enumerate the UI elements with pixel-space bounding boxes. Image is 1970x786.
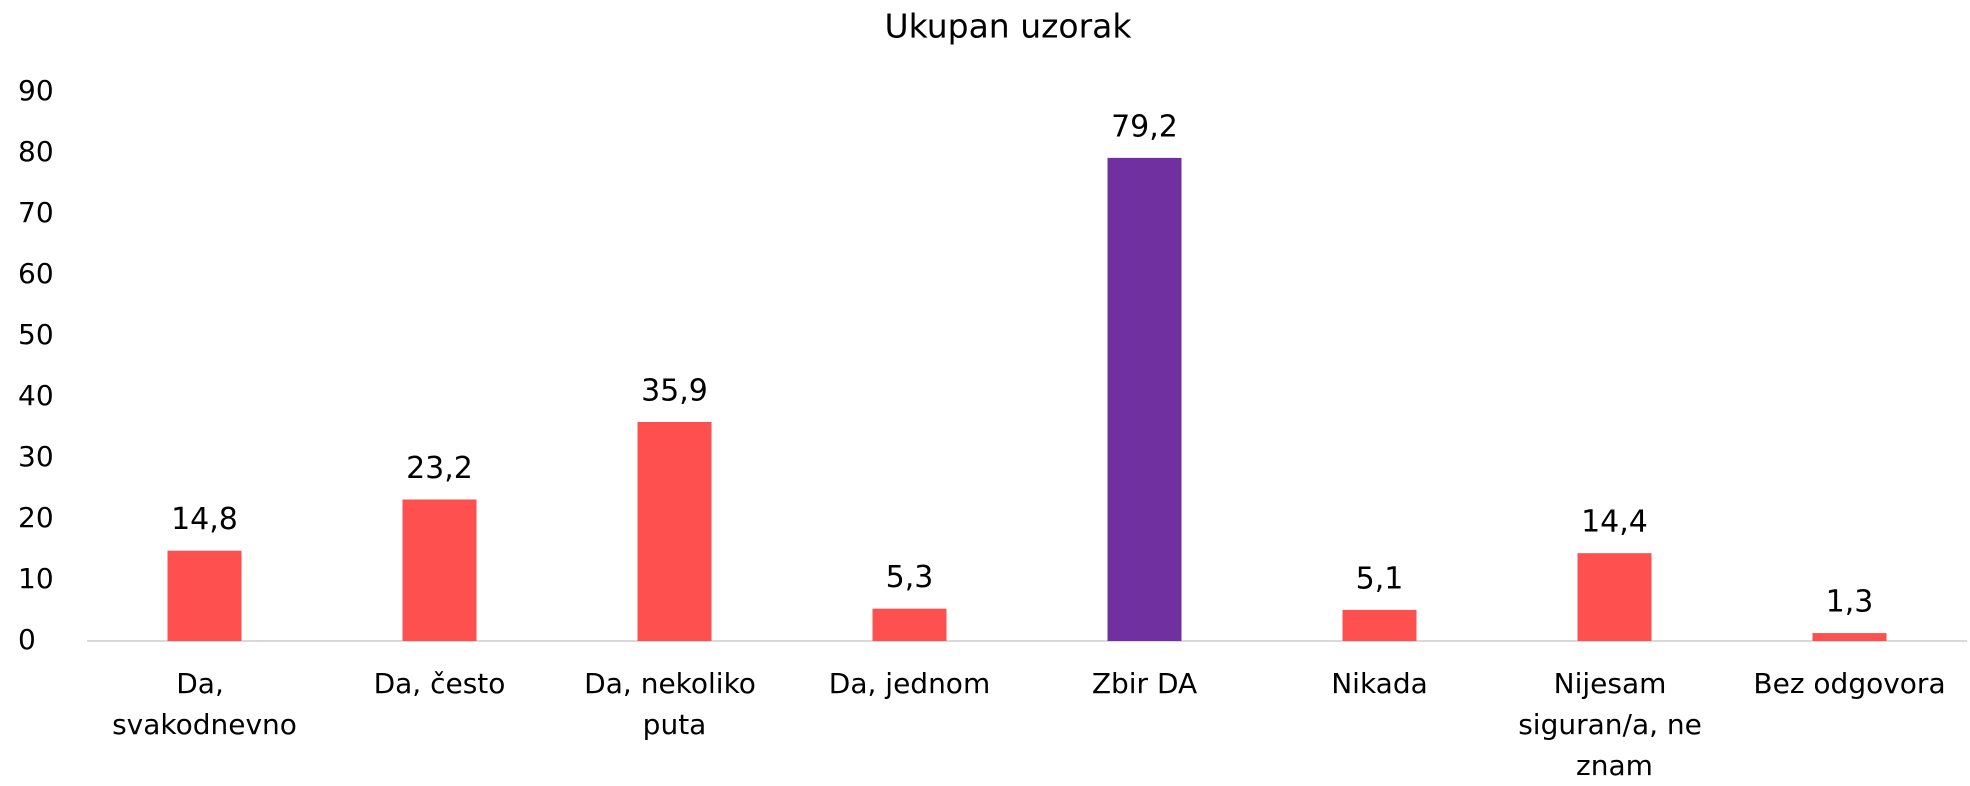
y-tick-label: 80 [18, 135, 54, 168]
value-label: 14,4 [1581, 505, 1648, 540]
x-tick-label: Da, svakodnevno [112, 667, 297, 741]
value-label: 35,9 [641, 374, 708, 409]
bar [1577, 553, 1652, 641]
value-label: 79,2 [1111, 109, 1178, 144]
bar [167, 550, 242, 641]
y-tick-label: 40 [18, 379, 54, 412]
y-tick-label: 20 [18, 501, 54, 534]
bar [637, 422, 712, 641]
chart-title: Ukupan uzorak [884, 7, 1132, 46]
x-tick-label: Nikada [1331, 667, 1428, 700]
y-tick-label: 0 [18, 623, 36, 656]
x-tick-label: Da, nekoliko puta [584, 667, 765, 741]
y-tick-label: 10 [18, 562, 54, 595]
bar [1342, 609, 1417, 641]
x-tick-label: Bez odgovora [1753, 667, 1945, 700]
y-tick-label: 90 [18, 74, 54, 107]
y-tick-label: 60 [18, 257, 54, 290]
y-tick-label: 70 [18, 196, 54, 229]
value-label: 23,2 [406, 451, 473, 486]
x-tick-label: Da, jednom [829, 667, 990, 700]
x-tick-label: Da, često [374, 667, 506, 700]
x-tick-label: Nijesam siguran/a, ne znam [1518, 667, 1711, 782]
y-tick-label: 50 [18, 318, 54, 351]
bar [402, 499, 477, 641]
x-tick-label: Zbir DA [1092, 667, 1197, 700]
bar [1107, 157, 1182, 641]
bar [1812, 633, 1887, 641]
value-label: 14,8 [171, 502, 238, 537]
bar [872, 608, 947, 641]
value-label: 1,3 [1826, 585, 1874, 620]
y-tick-label: 30 [18, 440, 54, 473]
value-label: 5,1 [1356, 561, 1404, 596]
value-label: 5,3 [886, 560, 934, 595]
